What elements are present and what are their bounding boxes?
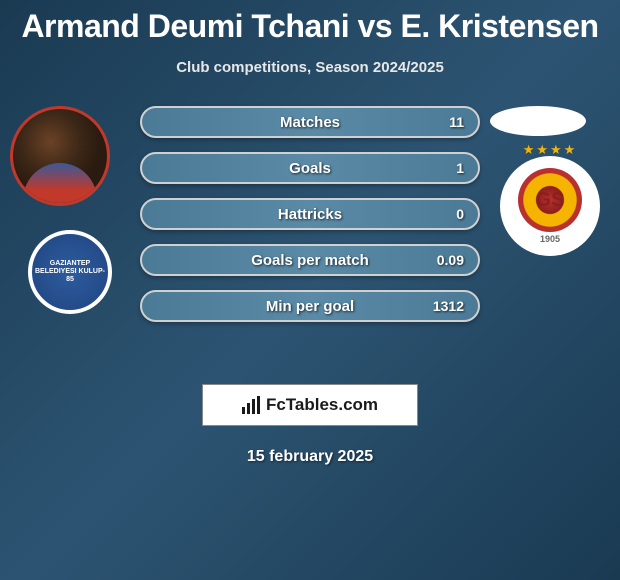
- stat-value: 1: [456, 160, 464, 176]
- stat-row-min-per-goal: Min per goal 1312: [140, 290, 480, 322]
- stat-label: Min per goal: [266, 298, 354, 315]
- stat-row-hattricks: Hattricks 0: [140, 198, 480, 230]
- stat-value: 0: [456, 206, 464, 222]
- gs-year: 1905: [540, 234, 560, 244]
- stat-value: 1312: [433, 298, 464, 314]
- club-badge-right: GS 1905: [500, 156, 600, 256]
- date: 15 february 2025: [0, 448, 620, 466]
- club-badge-left-text: GAZIANTEP BELEDIYESI KULUP-85: [32, 260, 108, 283]
- player-left-avatar: [10, 106, 110, 206]
- stat-row-goals-per-match: Goals per match 0.09: [140, 244, 480, 276]
- stat-label: Matches: [280, 114, 340, 131]
- comparison-area: GAZIANTEP BELEDIYESI KULUP-85 GS 1905 Ma…: [0, 106, 620, 366]
- stat-row-matches: Matches 11: [140, 106, 480, 138]
- page-title: Armand Deumi Tchani vs E. Kristensen: [0, 0, 620, 45]
- player-right-placeholder-oval: [490, 106, 586, 136]
- stats-list: Matches 11 Goals 1 Hattricks 0 Goals per…: [140, 106, 480, 336]
- stat-value: 0.09: [437, 252, 464, 268]
- subtitle: Club competitions, Season 2024/2025: [0, 59, 620, 76]
- stat-label: Goals per match: [251, 252, 369, 269]
- gs-logo-icon: GS: [518, 168, 582, 232]
- bar-chart-icon: [242, 396, 260, 414]
- stat-label: Goals: [289, 160, 331, 177]
- branding-badge[interactable]: FcTables.com: [202, 384, 418, 426]
- club-badge-left: GAZIANTEP BELEDIYESI KULUP-85: [28, 230, 112, 314]
- stat-label: Hattricks: [278, 206, 342, 223]
- branding-text: FcTables.com: [266, 395, 378, 415]
- stat-row-goals: Goals 1: [140, 152, 480, 184]
- stat-value: 11: [449, 114, 464, 130]
